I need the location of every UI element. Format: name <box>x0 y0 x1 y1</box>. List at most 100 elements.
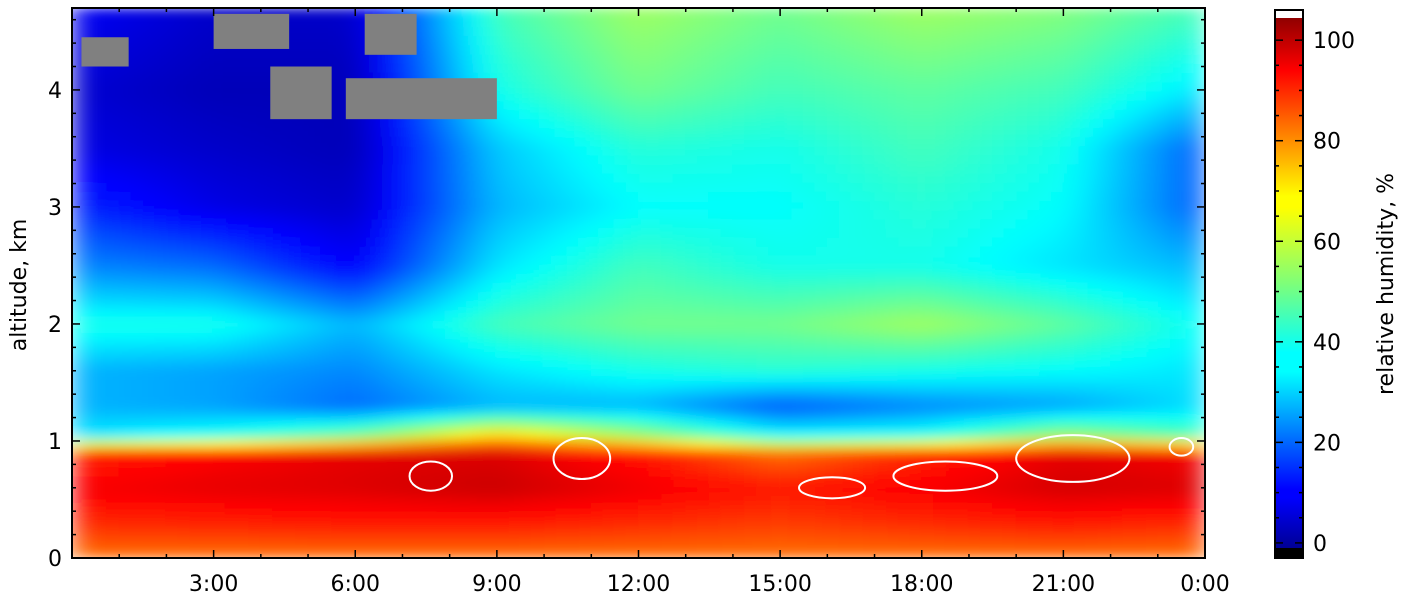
heatmap-cell <box>661 291 675 302</box>
heatmap-cell <box>732 264 746 275</box>
heatmap-cell <box>130 337 144 348</box>
heatmap-cell <box>897 410 911 421</box>
heatmap-cell <box>366 145 380 156</box>
heatmap-cell <box>826 511 840 522</box>
heatmap-cell <box>590 135 604 146</box>
heatmap-cell <box>449 355 462 366</box>
heatmap-cell <box>472 227 486 238</box>
heatmap-cell <box>980 374 994 385</box>
heatmap-cell <box>720 328 734 339</box>
heatmap-cell <box>401 117 415 128</box>
heatmap-cell <box>838 71 852 82</box>
heatmap-cell <box>1039 80 1053 91</box>
heatmap-cell <box>72 520 85 531</box>
heatmap-cell <box>1003 99 1017 110</box>
heatmap-cell <box>307 300 321 311</box>
heatmap-cell <box>307 227 321 238</box>
heatmap-cell <box>531 438 545 449</box>
heatmap-cell <box>106 172 120 183</box>
heatmap-cell <box>449 420 462 431</box>
heatmap-cell <box>425 420 439 431</box>
heatmap-cell <box>295 44 309 55</box>
heatmap-cell <box>224 245 238 256</box>
heatmap-cell <box>567 548 580 558</box>
heatmap-cell <box>508 548 521 558</box>
heatmap-cell <box>638 365 651 376</box>
heatmap-cell <box>106 392 120 403</box>
heatmap-cell <box>661 90 675 101</box>
heatmap-cell <box>260 511 274 522</box>
heatmap-cell <box>779 126 793 137</box>
heatmap-cell <box>236 310 250 321</box>
heatmap-cell <box>307 328 321 339</box>
heatmap-cell <box>508 530 521 541</box>
heatmap-cell <box>720 484 734 495</box>
heatmap-cell <box>1039 190 1053 201</box>
heatmap-cell <box>673 520 687 531</box>
heatmap-cell <box>921 236 935 247</box>
heatmap-cell <box>130 181 144 192</box>
heatmap-cell <box>578 438 592 449</box>
heatmap-cell <box>720 365 734 376</box>
heatmap-cell <box>803 99 817 110</box>
heatmap-cell <box>826 337 840 348</box>
heatmap-cell <box>283 53 297 64</box>
heatmap-cell <box>885 209 899 220</box>
heatmap-cell <box>921 172 935 183</box>
heatmap-cell <box>378 117 392 128</box>
heatmap-cell <box>838 209 852 220</box>
heatmap-cell <box>1051 447 1064 458</box>
heatmap-cell <box>118 465 132 476</box>
heatmap-cell <box>272 502 285 513</box>
heatmap-cell <box>177 135 191 146</box>
heatmap-cell <box>968 475 982 486</box>
heatmap-cell <box>791 181 805 192</box>
heatmap-cell <box>803 126 817 137</box>
heatmap-cell <box>720 310 734 321</box>
heatmap-cell <box>508 429 521 440</box>
heatmap-cell <box>165 511 179 522</box>
heatmap-cell <box>142 539 156 550</box>
heatmap-cell <box>838 80 852 91</box>
heatmap-cell <box>72 126 85 137</box>
heatmap-cell <box>885 291 899 302</box>
heatmap-cell <box>803 80 817 91</box>
heatmap-cell <box>921 520 935 531</box>
heatmap-cell <box>319 465 333 476</box>
heatmap-cell <box>437 337 451 348</box>
heatmap-cell <box>118 62 132 73</box>
heatmap-cell <box>744 53 758 64</box>
heatmap-cell <box>295 365 309 376</box>
heatmap-cell <box>460 154 474 165</box>
heatmap-cell <box>968 35 982 46</box>
heatmap-cell <box>189 392 203 403</box>
heatmap-cell <box>531 355 545 366</box>
heatmap-cell <box>590 346 604 357</box>
heatmap-cell <box>744 99 758 110</box>
heatmap-cell <box>283 227 297 238</box>
heatmap-cell <box>720 511 734 522</box>
heatmap-cell <box>685 383 699 394</box>
heatmap-cell <box>543 337 557 348</box>
heatmap-cell <box>165 484 179 495</box>
heatmap-cell <box>708 300 722 311</box>
heatmap-cell <box>649 484 663 495</box>
heatmap-cell <box>850 420 864 431</box>
heatmap-cell <box>390 493 403 504</box>
heatmap-cell <box>460 273 474 284</box>
heatmap-cell <box>283 117 297 128</box>
heatmap-cell <box>460 44 474 55</box>
heatmap-cell <box>106 410 120 421</box>
heatmap-cell <box>83 163 97 174</box>
heatmap-cell <box>295 218 309 229</box>
heatmap-cell <box>744 273 758 284</box>
heatmap-cell <box>425 493 439 504</box>
heatmap-cell <box>425 25 439 36</box>
heatmap-cell <box>449 520 462 531</box>
heatmap-cell <box>72 282 85 293</box>
heatmap-cell <box>862 227 876 238</box>
heatmap-cell <box>1027 99 1041 110</box>
heatmap-cell <box>342 282 356 293</box>
heatmap-cell <box>980 200 994 211</box>
heatmap-cell <box>921 163 935 174</box>
